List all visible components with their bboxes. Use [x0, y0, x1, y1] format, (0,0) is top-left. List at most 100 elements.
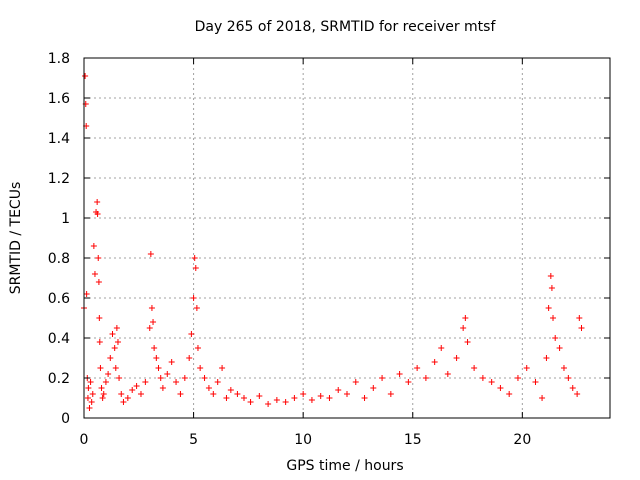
y-axis-title: SRMTID / TECUs: [8, 182, 24, 295]
data-point: [300, 391, 307, 397]
data-point: [120, 399, 127, 405]
data-point: [453, 355, 460, 361]
data-point: [113, 325, 120, 331]
data-point: [227, 387, 234, 393]
data-point: [547, 273, 554, 279]
data-point: [506, 391, 513, 397]
data-point: [107, 355, 114, 361]
data-point: [82, 73, 89, 79]
data-point: [83, 291, 90, 297]
data-point: [317, 393, 324, 399]
data-point: [153, 355, 160, 361]
data-point: [291, 395, 298, 401]
data-point: [89, 391, 96, 397]
data-point: [247, 399, 254, 405]
data-point: [95, 279, 102, 285]
data-point: [192, 265, 199, 271]
data-point: [96, 315, 103, 321]
data-point: [548, 285, 555, 291]
data-points-layer: [81, 73, 585, 411]
y-tick-label: 0.4: [48, 331, 70, 347]
data-point: [118, 391, 125, 397]
data-point: [85, 385, 92, 391]
data-point: [193, 305, 200, 311]
data-point: [197, 365, 204, 371]
data-point: [387, 391, 394, 397]
data-point: [460, 325, 467, 331]
data-point: [88, 399, 95, 405]
data-point: [157, 375, 164, 381]
data-point: [155, 365, 162, 371]
data-point: [414, 365, 421, 371]
data-point: [188, 331, 195, 337]
chart-title: Day 265 of 2018, SRMTID for receiver mts…: [195, 19, 497, 35]
data-point: [361, 395, 368, 401]
data-point: [173, 379, 180, 385]
data-point: [560, 365, 567, 371]
data-point: [86, 405, 93, 411]
data-point: [444, 371, 451, 377]
data-point: [214, 379, 221, 385]
data-point: [370, 385, 377, 391]
data-point: [344, 391, 350, 397]
data-point: [91, 271, 98, 277]
data-point: [150, 319, 157, 325]
data-point: [168, 359, 175, 365]
data-point: [147, 251, 154, 257]
data-point: [556, 345, 563, 351]
y-tick-label: 0: [61, 411, 70, 427]
data-point: [479, 375, 486, 381]
data-point: [471, 365, 478, 371]
data-point: [569, 385, 576, 391]
data-point: [112, 365, 119, 371]
data-point: [116, 375, 123, 381]
data-point: [273, 397, 280, 403]
y-tick-label: 0.2: [48, 371, 70, 387]
plot-frame: [83, 57, 611, 419]
data-point: [151, 345, 158, 351]
data-point: [102, 379, 109, 385]
data-point: [219, 365, 226, 371]
data-point: [186, 355, 193, 361]
data-point: [96, 339, 103, 345]
data-point: [497, 385, 504, 391]
data-point: [352, 379, 359, 385]
data-point: [256, 393, 263, 399]
data-point: [576, 315, 583, 321]
data-point: [137, 391, 144, 397]
data-point: [488, 379, 495, 385]
data-point: [142, 379, 149, 385]
data-point: [578, 325, 585, 331]
data-point: [194, 345, 201, 351]
data-point: [545, 305, 552, 311]
data-point: [240, 395, 247, 401]
data-point: [405, 379, 412, 385]
data-point: [124, 395, 131, 401]
data-point: [438, 345, 445, 351]
data-point: [164, 371, 171, 377]
y-tick-label: 0.8: [48, 251, 70, 267]
data-point: [308, 397, 315, 403]
data-point: [109, 331, 116, 337]
data-point: [148, 305, 155, 311]
data-point: [379, 375, 386, 381]
data-point: [129, 387, 136, 393]
data-point: [87, 379, 94, 385]
data-point: [234, 391, 241, 397]
data-point: [335, 387, 342, 393]
data-point: [552, 335, 559, 341]
data-point: [210, 391, 217, 397]
data-point: [265, 401, 272, 407]
x-tick-label: 15: [404, 432, 422, 448]
data-point: [191, 255, 198, 261]
y-tick-label: 1.2: [48, 171, 70, 187]
data-point: [523, 365, 530, 371]
data-point: [282, 399, 289, 405]
data-point: [205, 385, 212, 391]
data-point: [431, 359, 438, 365]
data-point: [532, 379, 539, 385]
data-point: [565, 375, 572, 381]
data-point: [181, 375, 188, 381]
